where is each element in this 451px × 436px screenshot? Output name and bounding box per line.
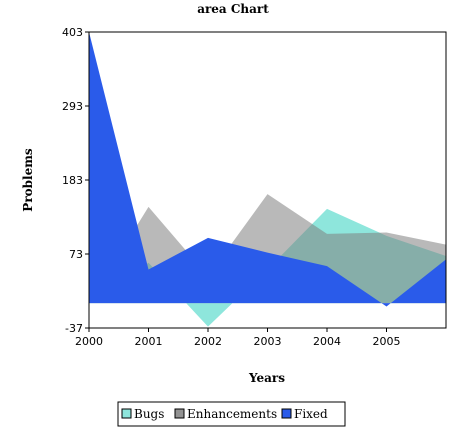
x-tick-label: 2005 xyxy=(373,335,401,348)
y-axis-label: Problems xyxy=(21,148,35,212)
legend-frame xyxy=(117,401,346,427)
series-areas xyxy=(89,32,446,327)
x-tick-label: 2003 xyxy=(254,335,282,348)
x-axis-label: Years xyxy=(248,371,285,385)
x-tick-label: 2001 xyxy=(135,335,163,348)
legend-label-enhancements: Enhancements xyxy=(187,407,277,421)
x-axis: 2000 2001 2002 2003 2004 2005 xyxy=(75,328,401,348)
y-tick-label: 403 xyxy=(62,26,83,39)
y-axis: -37 73 183 293 403 xyxy=(62,26,89,335)
legend-label-bugs: Bugs xyxy=(134,407,164,421)
area-fixed xyxy=(89,32,446,307)
y-tick-label: 183 xyxy=(62,174,83,187)
y-tick-label: 73 xyxy=(69,248,83,261)
x-tick-label: 2002 xyxy=(194,335,222,348)
x-tick-label: 2000 xyxy=(75,335,103,348)
chart-title: area Chart xyxy=(197,2,269,16)
legend-swatch-enhancements xyxy=(174,408,185,419)
legend-swatch-fixed xyxy=(281,408,292,419)
legend-label-fixed: Fixed xyxy=(294,407,328,421)
legend: Bugs Enhancements Fixed xyxy=(117,401,346,427)
x-tick-label: 2004 xyxy=(313,335,341,348)
legend-swatch-bugs xyxy=(121,408,132,419)
y-tick-label: 293 xyxy=(62,100,83,113)
y-tick-label: -37 xyxy=(65,322,83,335)
